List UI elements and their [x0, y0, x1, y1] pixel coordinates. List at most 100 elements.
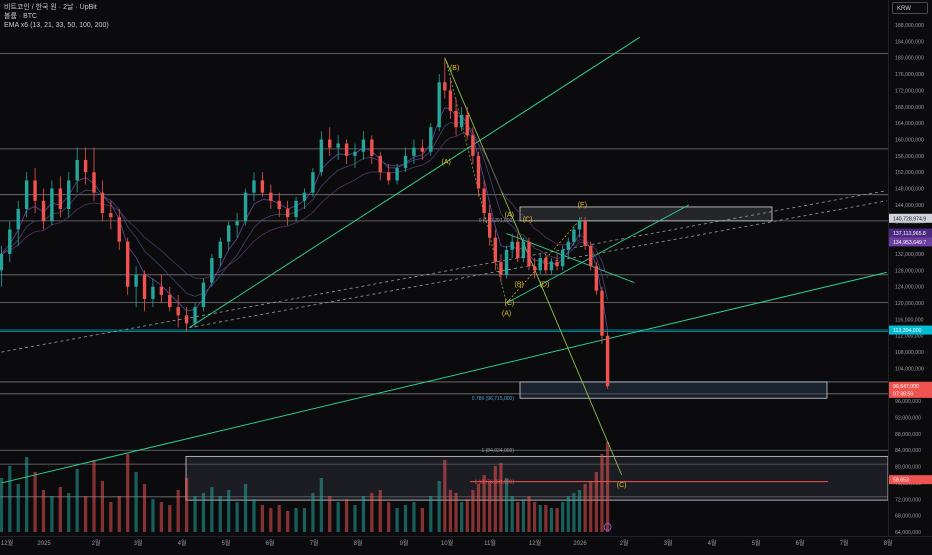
candle-body	[210, 258, 214, 283]
candle-body	[159, 286, 164, 295]
candle-body	[184, 315, 189, 324]
support-zone	[519, 381, 828, 399]
wave-label: (A)	[502, 310, 511, 317]
candle-body	[302, 192, 307, 201]
candle-body	[521, 241, 526, 259]
candle-body	[476, 155, 481, 189]
x-tick-label: 4월	[708, 539, 717, 547]
candle-body	[448, 90, 453, 111]
candle-body	[168, 294, 172, 308]
candle-body	[151, 286, 155, 299]
price-tag-bg	[889, 388, 932, 398]
price-tag-bg	[889, 325, 932, 335]
volume-bar	[448, 490, 453, 532]
candle-body	[370, 139, 374, 156]
fib-label: 1 (84,034,000)	[481, 448, 514, 454]
price-tag-label: 58.653	[893, 478, 909, 484]
volume-bar	[577, 490, 582, 532]
volume-bar	[328, 496, 332, 532]
volume-bar	[168, 505, 172, 532]
price-tag-bg	[889, 381, 932, 391]
candle-body	[24, 180, 29, 209]
candle-body	[83, 159, 88, 173]
currency-button[interactable]: KRW	[892, 2, 928, 14]
candle-body	[471, 135, 475, 156]
candle-body	[572, 229, 576, 242]
wave-label: (C)	[504, 300, 514, 307]
candle-body	[218, 241, 222, 259]
volume-bar	[566, 496, 570, 532]
y-tick-label: 168,000,000	[895, 105, 924, 111]
price-tag-label: 140,728,974.9	[893, 216, 926, 222]
y-tick-label: 172,000,000	[895, 88, 924, 94]
volume-bar	[92, 460, 96, 532]
volume-bar	[117, 496, 121, 532]
wave-label: (B)	[515, 282, 524, 289]
x-tick-label: 11월	[484, 539, 496, 547]
y-tick-label: 188,000,000	[895, 23, 924, 29]
volume-bar	[210, 487, 214, 532]
y-tick-label: 92,000,000	[895, 416, 921, 422]
volume-legend[interactable]: 볼륨 · BTC	[4, 13, 38, 20]
volume-bar	[516, 502, 520, 532]
price-tag-label: 113,394,000	[893, 328, 922, 334]
volume-bar	[294, 508, 298, 532]
candle-body	[58, 188, 63, 209]
volume-bar	[83, 496, 88, 532]
volume-bar	[100, 481, 105, 532]
x-tick-label: 9월	[400, 539, 409, 547]
volume-bar	[403, 505, 408, 532]
candle-body	[344, 143, 349, 156]
ema-legend[interactable]: EMA x6 (13, 21, 33, 50, 100, 200)	[4, 22, 109, 29]
volume-bar	[50, 496, 54, 532]
volume-bar	[378, 490, 382, 532]
volume-bar	[594, 472, 598, 532]
x-tick-label: 6월	[266, 539, 275, 547]
candle-body	[555, 262, 559, 267]
volume-bar	[533, 502, 537, 532]
candle-body	[527, 241, 531, 267]
y-tick-label: 108,000,000	[895, 350, 924, 356]
candle-body	[353, 151, 357, 156]
y-tick-label: 116,000,000	[895, 317, 924, 323]
y-tick-label: 124,000,000	[895, 285, 924, 291]
volume-bar	[443, 460, 447, 532]
candle-body	[277, 200, 281, 209]
volume-bar	[412, 502, 416, 532]
y-tick-label: 84,000,000	[895, 448, 921, 454]
wave-label: (E)	[578, 202, 587, 209]
volume-bar	[544, 505, 548, 532]
volume-bar	[499, 463, 503, 532]
volume-bar	[605, 442, 610, 532]
symbol-title[interactable]: 비트코인 / 한국 원 · 2날 · UpBit	[4, 4, 97, 11]
volume-bar	[510, 496, 514, 532]
candle-body	[560, 249, 565, 267]
volume-bar	[25, 457, 29, 532]
x-tick-label: 2025	[37, 541, 51, 547]
y-tick-label: 144,000,000	[895, 203, 924, 209]
trendline-major	[189, 36, 641, 328]
x-tick-label: 8월	[884, 539, 893, 547]
x-tick-label: 2026	[573, 541, 587, 547]
volume-bar	[538, 505, 542, 532]
candle-body	[50, 188, 54, 222]
candle-body	[605, 335, 610, 387]
candle-body	[566, 241, 570, 250]
candle-body	[488, 213, 492, 238]
y-tick-label: 128,000,000	[895, 268, 924, 274]
candle-body	[420, 147, 425, 152]
volume-bar	[142, 484, 147, 532]
x-tick-label: 8월	[354, 539, 363, 547]
volume-bar	[8, 466, 12, 532]
y-tick-label: 132,000,000	[895, 252, 924, 258]
candle-body	[75, 159, 79, 181]
candle-body	[117, 217, 121, 242]
volume-bar	[218, 496, 222, 532]
triangle-lower-line	[506, 233, 635, 284]
volume-bar	[527, 496, 531, 532]
candle-body	[33, 180, 37, 201]
price-tag-bg	[889, 228, 932, 238]
volume-bar	[361, 496, 366, 532]
price-tag-label: 99,647,000	[893, 384, 919, 390]
